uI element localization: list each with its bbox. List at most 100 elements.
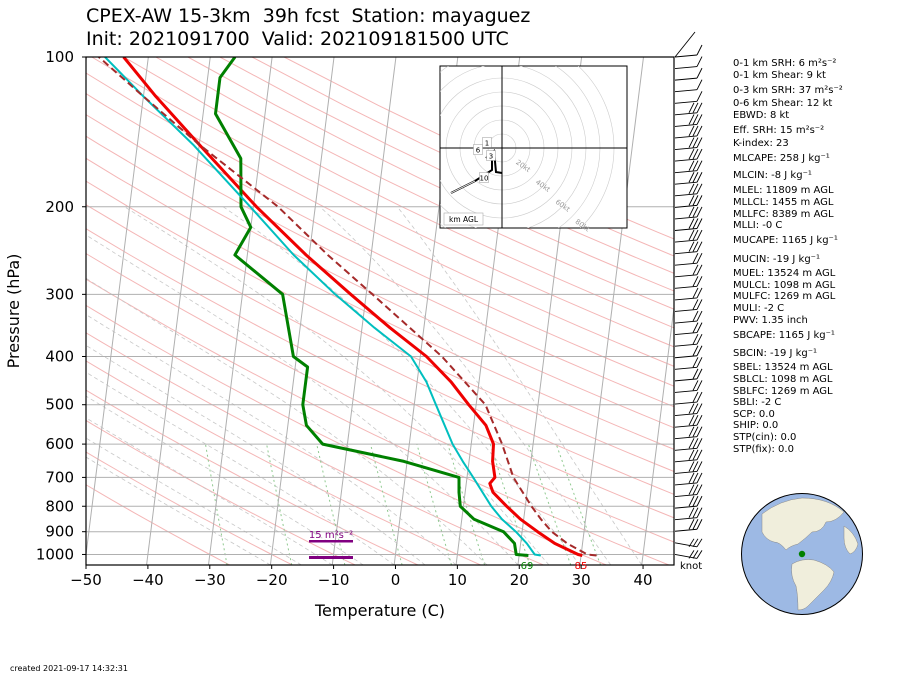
dry-adiabat-line [86, 360, 481, 565]
wind-barb-flag [696, 56, 703, 67]
hodograph-height-box [473, 144, 483, 155]
wind-barb-staff [674, 158, 698, 162]
x-tick-label: −20 [256, 571, 288, 589]
wind-barb-flag [696, 357, 703, 368]
wind-barb-flag [692, 183, 699, 195]
wind-barb-staff [674, 332, 698, 336]
wind-barb-flag [696, 102, 703, 114]
mixing-ratio-line [527, 443, 572, 565]
temperature-profile-line [122, 57, 583, 557]
wind-barb-flag [692, 345, 699, 356]
wind-barb-staff [674, 424, 698, 428]
index-line: MUCAPE: 1165 J kg⁻¹ [733, 235, 838, 246]
y-tick-label: 200 [45, 198, 74, 216]
dry-adiabat-line [91, 57, 674, 348]
wind-barb-flag [688, 507, 695, 518]
wind-barb-flag [696, 538, 703, 548]
wind-barb-flag [692, 403, 699, 414]
index-line: EBWD: 8 kt [733, 110, 790, 121]
wind-barb-flag [688, 484, 695, 495]
wind-barb-staff [674, 459, 698, 463]
wind-barb-flag [696, 172, 703, 183]
wind-barb-flag [688, 148, 695, 160]
index-line: STP(fix): 0.0 [733, 444, 794, 455]
index-line: 0-3 km SRH: 37 m²s⁻² [733, 85, 843, 96]
barb-unit-label: knot [680, 561, 702, 572]
x-tick-label: 0 [391, 571, 401, 589]
wind-barb-flag [696, 333, 703, 345]
wind-barb-flag [692, 391, 699, 403]
wind-barb-flag [696, 148, 703, 160]
wind-barb-flag [696, 125, 703, 137]
wind-barb-flag [696, 264, 703, 275]
wind-barb-flag [688, 102, 695, 114]
dry-adiabat-line [187, 57, 674, 292]
index-line: SCP: 0.0 [733, 409, 775, 420]
moist-adiabat-line [86, 371, 395, 565]
index-line: SBLCL: 1098 m AGL [733, 374, 833, 385]
wind-barb-flag [696, 137, 703, 148]
wetbulb-profile-line [104, 57, 541, 557]
index-line: SBCAPE: 1165 J kg⁻¹ [733, 330, 835, 341]
wind-barb-staff [674, 216, 698, 220]
mixing-ratio-line [266, 444, 293, 565]
wind-barb-flag [696, 461, 703, 472]
wind-barb-flag [692, 287, 699, 299]
created-timestamp: created 2021-09-17 14:32:31 [10, 664, 128, 673]
wind-barb-staff [674, 343, 698, 347]
wind-barb-flag [692, 414, 699, 426]
wind-barb-flag [688, 241, 695, 252]
wind-barb-staff [674, 193, 698, 197]
x-tick-label: −50 [70, 571, 102, 589]
wind-barb-flag [692, 426, 699, 437]
hodograph-height-label: 3 [489, 153, 493, 161]
wind-barb-staff [674, 66, 698, 70]
wind-barb-flag [696, 44, 703, 56]
dry-adiabat-line [86, 304, 607, 565]
x-tick-label: 10 [448, 571, 467, 589]
dewpoint-profile-line [214, 57, 529, 557]
wind-barb-staff [674, 517, 698, 521]
wind-barb-flag [692, 550, 699, 559]
wind-barb-flag [692, 310, 699, 322]
isotherm-line [207, 57, 273, 565]
x-tick-label: 20 [510, 571, 529, 589]
moist-adiabat-line [86, 314, 457, 565]
dry-adiabat-line [86, 114, 674, 408]
wind-barb-staff [674, 100, 698, 104]
wind-barb-flag [696, 391, 703, 403]
wind-barb-staff [674, 482, 698, 486]
wind-barb-flag [692, 461, 699, 472]
wind-barb-flag [696, 507, 703, 518]
wind-barb-flag [688, 206, 695, 218]
wind-barb-flag [696, 368, 703, 380]
wind-barb-flag [696, 449, 703, 461]
wind-barb-flag [688, 495, 695, 507]
y-tick-label: 700 [45, 468, 74, 486]
wind-barb-flag [696, 414, 703, 426]
wind-barb-flag [696, 322, 703, 333]
wind-barb-flag [688, 114, 695, 125]
wind-barb-flag [692, 137, 699, 148]
wind-barb-flag [696, 276, 703, 287]
index-line: SBLFC: 1269 m AGL [733, 386, 833, 397]
wind-barb-staff [674, 204, 698, 208]
wind-barb-flag [688, 519, 695, 530]
surface-temperature-label: 85 [575, 561, 588, 572]
isotherm-line [86, 57, 87, 65]
wind-barb-staff [674, 89, 698, 93]
wind-barb-flag [696, 495, 703, 507]
wind-barb-staff [674, 413, 698, 417]
index-line: MUEL: 13524 m AGL [733, 268, 836, 279]
chart-title-line-2: Init: 2021091700 Valid: 202109181500 UTC [86, 28, 509, 50]
wind-barb-flag [688, 229, 695, 241]
moist-adiabat-line [86, 344, 426, 565]
wind-barb-flag [692, 495, 699, 507]
wind-barb-flag [692, 333, 699, 345]
mixing-ratio-line [447, 443, 486, 565]
dry-adiabat-line [86, 72, 674, 367]
hodograph-height-box [479, 172, 489, 183]
index-line: STP(cin): 0.0 [733, 432, 797, 443]
index-line: PWV: 1.35 inch [733, 315, 808, 326]
